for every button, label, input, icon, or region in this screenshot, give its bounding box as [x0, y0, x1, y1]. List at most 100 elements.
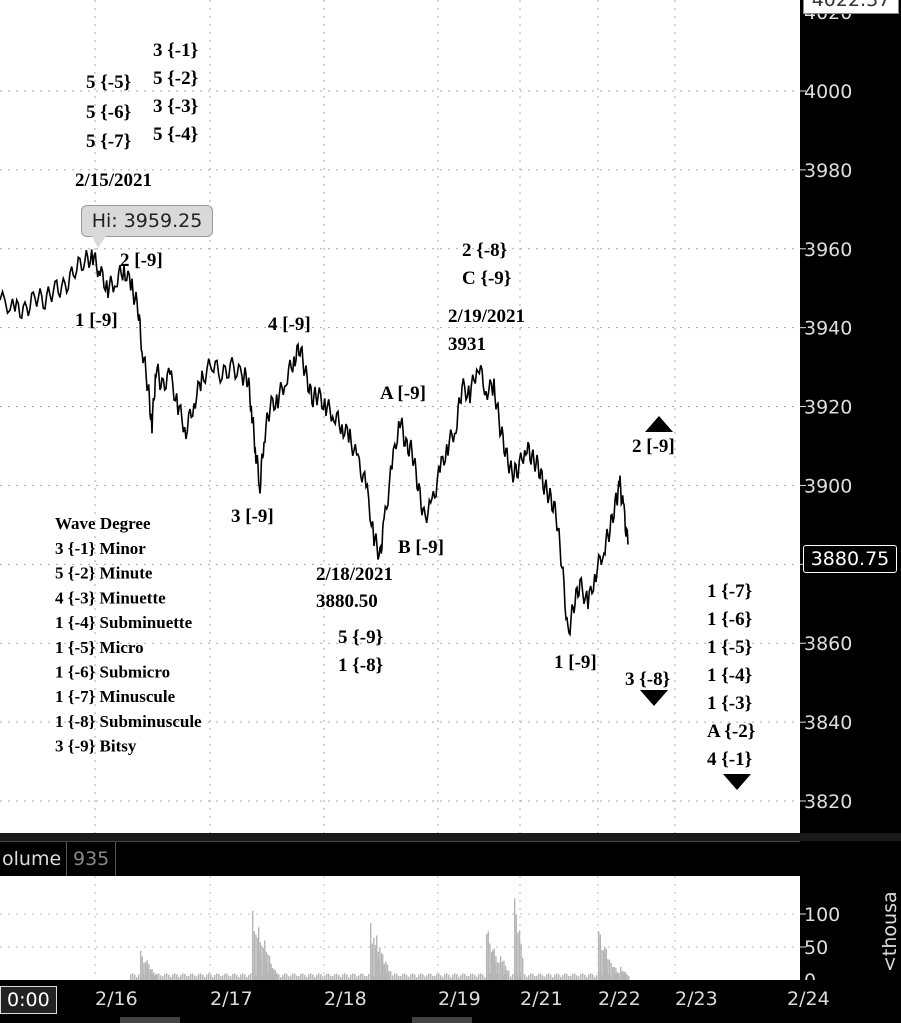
volume-bar: [506, 969, 508, 980]
volume-bar-base: [340, 976, 342, 980]
legend-item: 1 {-8} Subminuscule: [55, 712, 202, 731]
volume-bar: [598, 931, 600, 980]
volume-bar-base: [356, 976, 358, 980]
price-axis-svg: 3820384038603880390039203940396039804000…: [800, 2, 852, 813]
volume-bar-base: [220, 976, 222, 980]
time-axis[interactable]: 0:00 2/16 2/17 2/18 2/19 2/21 2/22 2/23 2/24: [0, 980, 901, 1023]
volume-bar: [371, 943, 373, 980]
volume-bar-base: [176, 974, 178, 980]
volume-bar: [385, 961, 387, 980]
wave-label: 1 {-5}: [707, 637, 752, 658]
price-axis[interactable]: 3820384038603880390039203940396039804000…: [800, 0, 901, 833]
wave-label: 2 {-8}: [462, 240, 507, 261]
volume-bar: [270, 963, 272, 980]
volume-bar-base: [552, 977, 554, 980]
volume-bar-base: [354, 974, 356, 980]
volume-bar-base: [366, 976, 368, 980]
top-price-label: 4022.37: [803, 0, 899, 14]
volume-bar-base: [196, 976, 198, 980]
volume-bar-base: [358, 975, 360, 980]
volume-bar-base: [194, 975, 196, 980]
volume-bar: [268, 955, 271, 980]
legend-item: 5 {-2} Minute: [55, 564, 153, 583]
volume-bar-base: [458, 976, 460, 980]
volume-bar-base: [350, 974, 352, 980]
volume-bar-base: [352, 973, 354, 980]
volume-bar-base: [564, 973, 566, 980]
legend-item: 1 {-5} Micro: [55, 638, 144, 657]
top-price-text: 4022.37: [811, 0, 891, 11]
price-plot[interactable]: 3 {-1} 5 {-5} 5 {-2} 5 {-6} 3 {-3} 5 {-7} 5 {-…: [0, 0, 800, 833]
volume-bar-base: [418, 974, 420, 980]
volume-bar-base: [208, 973, 210, 980]
wave-label: 2/19/2021: [448, 306, 525, 327]
volume-bar-base: [198, 974, 200, 980]
volume-bar-base: [334, 973, 336, 980]
price-tick-label: 3860: [804, 633, 852, 655]
wave-label: 2/18/2021: [316, 564, 393, 585]
volume-bar-base: [572, 973, 574, 980]
volume-bar-base: [192, 973, 194, 980]
volume-bar: [515, 914, 517, 980]
volume-bar-base: [224, 973, 226, 980]
volume-bar: [514, 898, 516, 980]
volume-bar-base: [342, 974, 344, 980]
price-tick-label: 3980: [804, 160, 852, 182]
volume-bar-base: [526, 976, 528, 980]
volume-bar-base: [534, 976, 536, 980]
volume-bar-base: [344, 973, 346, 980]
wave-label: 3 {-8}: [625, 669, 670, 690]
volume-bar: [151, 973, 153, 980]
volume-bar-base: [280, 977, 282, 980]
scrollbar-thumb-1[interactable]: [120, 1017, 180, 1023]
time-tick-label: 2/16: [95, 988, 138, 1010]
volume-bar: [504, 965, 507, 980]
volume-bar-base: [512, 974, 514, 980]
volume-bar: [255, 934, 257, 980]
volume-bar-base: [472, 973, 474, 980]
wave-marker-up: [645, 416, 673, 432]
volume-bar-base: [236, 974, 238, 980]
wave-label: 5 {-6}: [86, 102, 131, 123]
price-chart-svg: 3 {-1} 5 {-5} 5 {-2} 5 {-6} 3 {-3} 5 {-7} 5 {-…: [0, 0, 800, 833]
volume-bar-base: [312, 974, 314, 980]
volume-bar-base: [256, 975, 258, 980]
wave-marker-down: [723, 774, 751, 790]
wave-label: C {-9}: [462, 268, 511, 289]
volume-bar: [616, 972, 619, 980]
volume-bar: [489, 943, 491, 980]
volume-bar-base: [554, 974, 556, 980]
volume-bar-base: [212, 976, 214, 980]
volume-bar-base: [528, 975, 530, 980]
volume-bar-base: [456, 974, 458, 980]
volume-bar-base: [232, 973, 234, 980]
volume-bar: [628, 975, 630, 980]
volume-bar-base: [304, 975, 306, 980]
volume-bar-base: [426, 975, 428, 980]
volume-bar: [496, 962, 499, 980]
pane-separator[interactable]: [0, 833, 901, 841]
volume-bar: [517, 932, 519, 980]
volume-bar-base: [438, 973, 440, 980]
volume-bar-base: [386, 973, 388, 980]
wave-label: 1 {-7}: [707, 581, 752, 602]
volume-bar-base: [408, 976, 410, 980]
volume-bar-base: [396, 973, 398, 980]
wave-label: 1 [-9]: [554, 652, 597, 673]
volume-bar-base: [178, 976, 180, 980]
wave-label: 1 [-9]: [75, 310, 118, 331]
volume-bar-base: [188, 975, 190, 980]
volume-bar-base: [330, 975, 332, 980]
volume-bar-base: [162, 976, 164, 980]
volume-bar-base: [182, 973, 184, 980]
wave-label: 2 [-9]: [632, 436, 675, 457]
price-tick-label: 3820: [804, 791, 852, 813]
scrollbar-thumb-2[interactable]: [412, 1017, 472, 1023]
volume-bar-base: [616, 973, 618, 980]
volume-bar: [493, 948, 495, 980]
volume-plot[interactable]: [0, 876, 800, 980]
volume-bar-base: [444, 974, 446, 980]
volume-bar-base: [582, 973, 584, 980]
volume-bar: [390, 971, 392, 980]
volume-bar-base: [368, 973, 370, 980]
